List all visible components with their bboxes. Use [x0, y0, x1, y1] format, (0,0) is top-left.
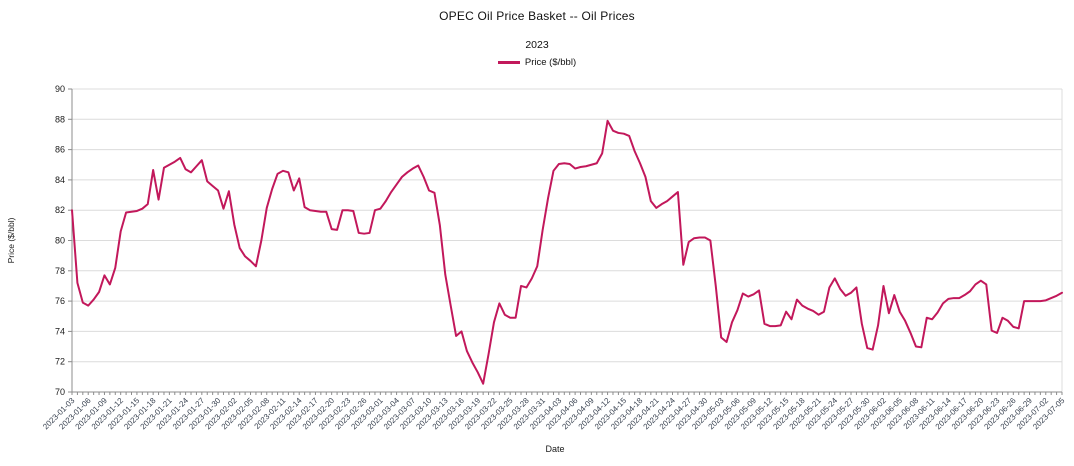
x-axis-ticks	[71, 392, 1063, 395]
y-tick-label: 80	[55, 236, 65, 246]
legend-line-swatch	[497, 61, 520, 64]
y-tick-label: 82	[55, 205, 65, 215]
x-axis-title: Date	[545, 444, 564, 454]
chart-subtitle: 2023	[525, 39, 549, 51]
legend-label: Price ($/bbl)	[524, 57, 577, 68]
y-tick-label: 88	[55, 114, 65, 124]
chart-title: OPEC Oil Price Basket -- Oil Prices	[439, 9, 635, 23]
x-axis-labels: 2023-01-032023-01-062023-01-092023-01-12…	[41, 396, 1067, 432]
y-tick-label: 76	[55, 296, 65, 306]
y-tick-label: 90	[55, 84, 65, 94]
y-axis-ticks: 70 72 74 76 78 80 82 84 86 88 90	[55, 84, 72, 397]
legend: Price ($/bbl)	[0, 57, 1074, 68]
y-tick-label: 72	[55, 357, 65, 367]
y-tick-label: 84	[55, 175, 65, 185]
y-axis-title: Price ($/bbl)	[6, 217, 16, 263]
y-tick-label: 86	[55, 145, 65, 155]
y-tick-label: 70	[55, 387, 65, 397]
y-tick-label: 74	[55, 326, 65, 336]
y-tick-label: 78	[55, 266, 65, 276]
price-series-line	[71, 119, 1063, 385]
gridlines	[72, 88, 1063, 392]
